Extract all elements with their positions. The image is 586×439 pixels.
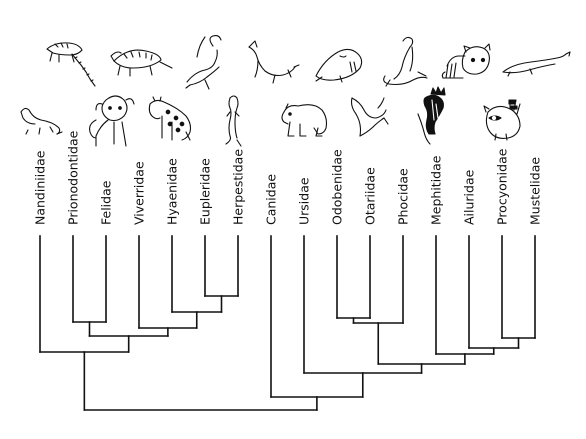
taxon-label-mustelidae: Mustelidae	[528, 157, 543, 225]
animal-silhouettes	[20, 34, 571, 147]
seal-icon	[350, 97, 389, 137]
taxon-label-viverridae: Viverridae	[132, 161, 147, 225]
taxon-label-ailuridae: Ailuridae	[462, 169, 477, 225]
taxon-label-procyonidae: Procyonidae	[495, 148, 510, 225]
fossa-icon	[185, 34, 222, 90]
hyena-icon	[148, 96, 192, 141]
taxon-label-herpestidae: Herpestidae	[231, 149, 246, 225]
skunk-icon	[417, 86, 446, 145]
linsang-icon	[46, 42, 96, 87]
wolf-icon	[248, 40, 300, 84]
lion-icon	[89, 95, 135, 147]
red-panda-icon	[441, 43, 491, 79]
taxon-label-felidae: Felidae	[99, 180, 114, 225]
taxon-label-nandiniidae: Nandiniidae	[33, 150, 48, 225]
taxon-label-mephitidae: Mephitidae	[429, 155, 444, 225]
meerkat-icon	[225, 95, 242, 147]
taxon-label-otariidae: Otariidae	[363, 167, 378, 225]
bear-icon	[281, 103, 328, 137]
nandinia-icon	[20, 107, 63, 135]
taxon-label-canidae: Canidae	[264, 174, 279, 225]
taxon-label-hyaenidae: Hyaenidae	[165, 158, 180, 225]
walrus-icon	[315, 48, 363, 83]
taxon-label-eupleridae: Eupleridae	[198, 158, 213, 225]
civet-icon	[110, 49, 173, 77]
sea-lion-icon	[383, 36, 428, 87]
taxon-labels: Nandiniidae Prionodontidae Felidae Viverrid…	[33, 130, 543, 225]
taxon-label-odobenidae: Odobenidae	[330, 149, 345, 225]
weasel-icon	[502, 51, 571, 77]
raccoon-icon	[483, 99, 521, 141]
taxon-label-ursidae: Ursidae	[297, 177, 312, 225]
taxon-label-prionodontidae: Prionodontidae	[66, 130, 81, 225]
tree-branches	[39, 235, 536, 411]
taxon-label-phocidae: Phocidae	[396, 168, 411, 225]
